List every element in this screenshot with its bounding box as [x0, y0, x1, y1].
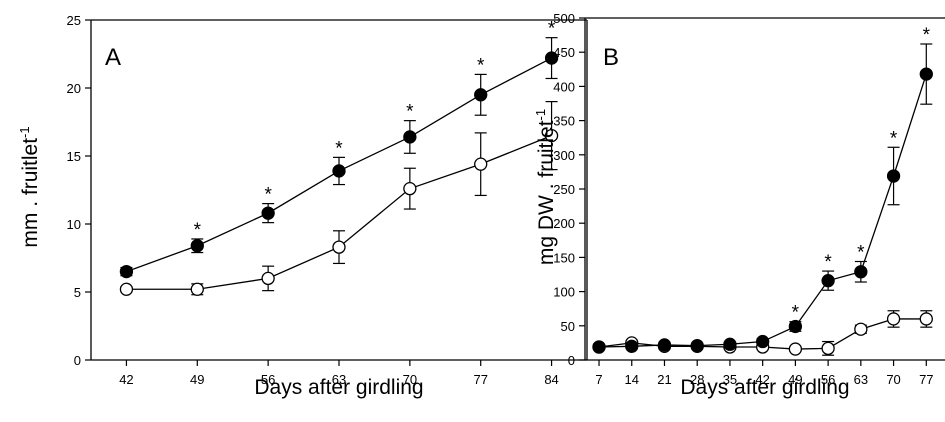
y-tick-label: 300	[553, 148, 575, 163]
x-tick-label: 70	[886, 372, 900, 387]
x-tick-label: 14	[625, 372, 639, 387]
series-filled-point	[756, 334, 770, 349]
x-tick-label: 21	[657, 372, 671, 387]
significance-star: *	[194, 220, 202, 241]
significance-star: *	[824, 252, 832, 273]
series-filled-point	[190, 239, 204, 253]
y-tick-label: 10	[67, 217, 81, 232]
x-tick-label: 56	[261, 372, 275, 387]
series-open-point	[544, 128, 559, 143]
y-tick-label: 100	[553, 285, 575, 300]
series-open-point	[119, 282, 134, 296]
y-tick-label: 50	[561, 319, 575, 334]
series-filled-point	[119, 264, 134, 279]
panel-a: 0 5 10 15 20 25 42 49 56 63 70 77 84 A Days after gird…	[17, 13, 588, 399]
series-filled-point	[403, 130, 417, 144]
y-tick-label: 450	[553, 45, 575, 60]
x-tick-label: 77	[919, 372, 933, 387]
series-filled-point	[474, 88, 488, 102]
significance-star: *	[264, 185, 272, 206]
series-open-point	[821, 341, 835, 356]
y-axis-title-text: mg DW . fruitlet	[535, 120, 558, 265]
series-filled-point	[821, 274, 835, 288]
y-tick-label: 150	[553, 250, 575, 265]
y-tick-label: 25	[67, 13, 81, 28]
series-open-point	[190, 282, 204, 296]
series-filled-point	[657, 338, 672, 352]
series-filled-point	[690, 338, 704, 353]
panel-label: B	[603, 44, 619, 71]
y-tick-label: 350	[553, 114, 575, 129]
x-tick-label: 63	[854, 372, 868, 387]
y-axis-title: mg DW . fruitlet-1	[533, 109, 558, 265]
series-filled-point	[592, 340, 606, 354]
x-tick-label: 49	[190, 372, 204, 387]
y-axis-title-superscript: -1	[17, 126, 32, 138]
y-tick-label: 250	[553, 182, 575, 197]
series-open-point	[403, 181, 417, 196]
series-filled-point	[332, 164, 346, 178]
y-tick-label: 400	[553, 79, 575, 94]
significance-star: *	[335, 138, 343, 159]
y-tick-label: 0	[74, 353, 81, 368]
x-tick-label: 56	[821, 372, 835, 387]
series-filled-point	[886, 169, 901, 183]
x-axis-title: Days after girdling	[680, 376, 849, 399]
y-axis-title: mm . fruitlet-1	[17, 126, 42, 247]
series-open-point	[788, 342, 803, 356]
series-open-point	[332, 240, 346, 254]
x-tick-label: 84	[544, 372, 558, 387]
series-filled-point	[261, 206, 275, 220]
panel-b: 0 50 100 150 200 250 300 350 400 450 500 7 14 21 28 35 4…	[533, 11, 945, 399]
significance-star: *	[923, 25, 931, 46]
panel-label: A	[105, 44, 121, 71]
significance-star: *	[406, 102, 414, 123]
x-tick-label: 49	[788, 372, 802, 387]
y-tick-label: 0	[568, 353, 575, 368]
y-tick-label: 20	[67, 81, 81, 96]
series-open-point	[919, 312, 933, 326]
y-tick-label: 200	[553, 216, 575, 231]
x-axis-title: Days after girdling	[254, 376, 423, 399]
series-open-point	[886, 312, 901, 326]
x-tick-label: 70	[403, 372, 417, 387]
x-tick-label: 42	[755, 372, 769, 387]
series-open-point	[474, 157, 488, 171]
y-tick-label: 500	[553, 11, 575, 26]
series-filled-point	[544, 51, 559, 65]
series-filled-point	[625, 339, 639, 353]
series-open-point	[854, 322, 868, 336]
series-open-point	[261, 271, 275, 286]
x-tick-label: 63	[332, 372, 346, 387]
y-axis-title-superscript: -1	[533, 109, 548, 121]
y-axis-title-text: mm . fruitlet	[19, 138, 42, 248]
series-filled-point	[723, 337, 737, 351]
significance-star: *	[857, 243, 865, 264]
x-tick-label: 42	[119, 372, 133, 387]
series-filled-point	[788, 319, 803, 334]
significance-star: *	[477, 55, 485, 76]
significance-star: *	[548, 19, 556, 40]
significance-star: *	[890, 128, 898, 149]
x-tick-label: 77	[473, 372, 487, 387]
y-tick-label: 15	[67, 149, 81, 164]
series-filled-point	[919, 67, 933, 81]
significance-star: *	[792, 303, 800, 324]
series-filled-point	[854, 265, 868, 279]
y-tick-label: 5	[74, 285, 81, 300]
x-tick-label: 7	[595, 372, 602, 387]
x-tick-label: 35	[723, 372, 737, 387]
x-tick-label: 28	[690, 372, 704, 387]
series-filled-line	[599, 73, 927, 348]
